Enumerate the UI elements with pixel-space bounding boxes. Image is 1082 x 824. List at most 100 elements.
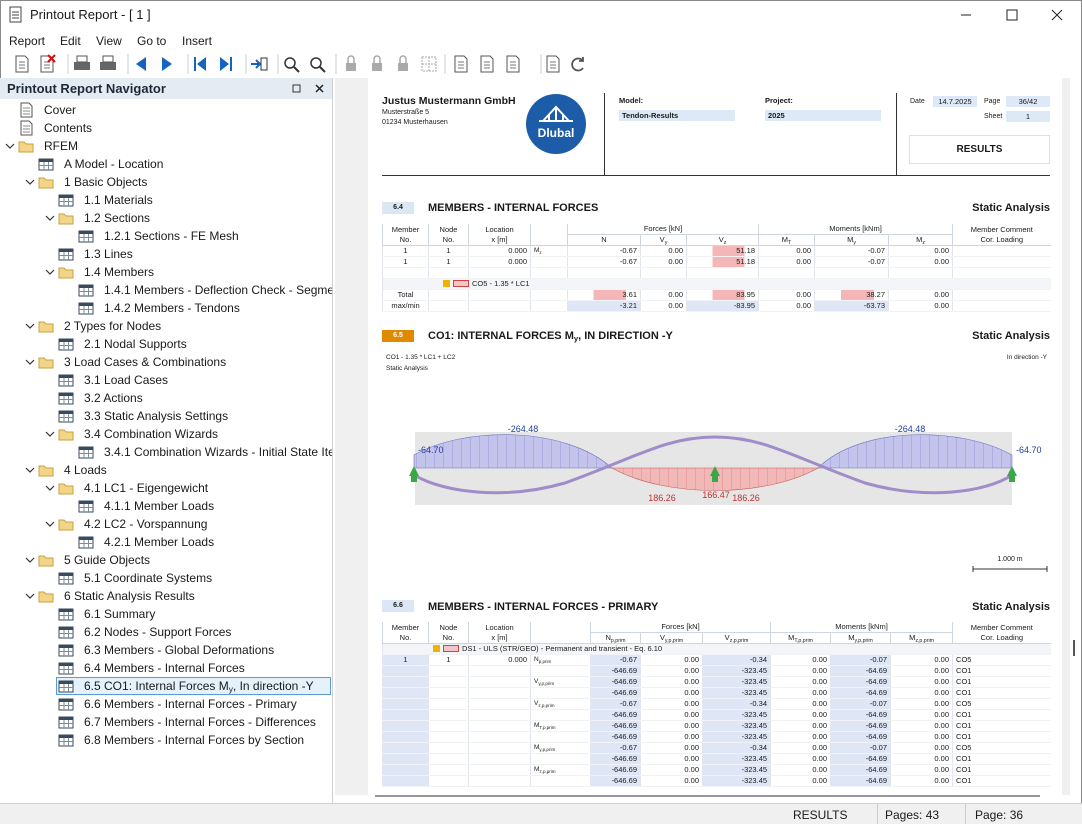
tree-expander[interactable] [45,519,55,529]
close-panel-button[interactable] [315,84,324,93]
table-cell: -0.07 [814,245,889,257]
tree-expander[interactable] [45,213,55,223]
toolbar-button[interactable] [74,55,90,70]
toolbar-button[interactable] [284,57,300,73]
toolbar-button[interactable] [162,57,172,71]
tree-item[interactable]: 6.7 Members - Internal Forces - Differen… [0,713,332,731]
tree-expander[interactable] [45,267,55,277]
menu-item[interactable]: Edit [60,34,81,48]
maximize-button[interactable] [1006,9,1018,21]
table-cell: -64.69 [830,709,891,721]
icon-shape [59,612,73,620]
tree-expander[interactable] [25,177,35,187]
tree-item[interactable]: 1.2.1 Sections - FE Mesh [0,227,332,245]
toolbar-button[interactable] [372,55,382,71]
menu-item[interactable]: Insert [182,34,213,48]
tree-item[interactable]: Cover [0,101,332,119]
toolbar-button[interactable] [15,55,29,73]
tree-item[interactable]: 1.2 Sections [0,209,332,227]
table-cell: -323.45 [701,775,771,787]
table-cell: -323.45 [701,687,771,699]
tree-item[interactable]: Contents [0,119,332,137]
tree-item[interactable]: 3.4 Combination Wizards [0,425,332,443]
navigator-title: Printout Report Navigator [7,81,166,96]
tree-item[interactable]: 5 Guide Objects [0,551,332,569]
data-row: My,p,prim -0.67 0.00 -0.34 0.00 -0.07 0.00 CO5 [382,742,1051,754]
toolbar-button[interactable] [251,57,268,71]
tree-item[interactable]: 6.6 Members - Internal Forces - Primary [0,695,332,713]
tree-expander[interactable] [25,357,35,367]
header-line: Member [391,224,420,234]
tree-item[interactable]: 2 Types for Nodes [0,317,332,335]
toolbar-button[interactable] [220,57,232,71]
toolbar-button[interactable] [454,55,468,73]
toolbar-button[interactable] [346,55,356,71]
tree-item[interactable]: 3 Load Cases & Combinations [0,353,332,371]
tree-item[interactable]: 3.2 Actions [0,389,332,407]
table-cell: -0.07 [830,742,891,754]
tree-expander[interactable] [5,141,15,151]
menu-item[interactable]: Go to [137,34,167,48]
horizontal-scrollbar[interactable] [335,793,1070,801]
tree-item[interactable]: 4.1.1 Member Loads [0,497,332,515]
tree-item[interactable]: 4.1 LC1 - Eigengewicht [0,479,332,497]
label-text: Cover [44,103,77,117]
table-cell: -83.95 [685,300,759,312]
tree-item[interactable]: 1 Basic Objects [0,173,332,191]
tree-item[interactable]: 1.3 Lines [0,245,332,263]
tree-item[interactable]: 6.5 CO1: Internal Forces My, In directio… [0,677,332,695]
header-row: Np,prim Vy,p,prim Vz,p,prim MT,p,prim My,p,p… [383,632,1051,644]
tree-item[interactable]: 6.3 Members - Global Deformations [0,641,332,659]
spacer-row [382,267,1051,279]
tree-item[interactable]: 4.2.1 Member Loads [0,533,332,551]
tree-item[interactable]: 1.4.1 Members - Deflection Check - Segme… [0,281,332,299]
toolbar-button[interactable] [480,55,494,73]
tree-item[interactable]: RFEM [0,137,332,155]
menu-item[interactable]: Report [9,34,46,48]
label-text: 1.3 Lines [84,247,133,261]
toolbar-button[interactable] [421,56,437,72]
tree-expander[interactable] [25,555,35,565]
toolbar-button[interactable] [136,57,146,71]
toolbar-button[interactable] [506,55,520,73]
tree-item[interactable]: 4.2 LC2 - Vorspannung [0,515,332,533]
tree-item[interactable]: A Model - Location [0,155,332,173]
tree-item[interactable]: 6.4 Members - Internal Forces [0,659,332,677]
tree-item[interactable]: 1.4.2 Members - Tendons [0,299,332,317]
toolbar-button[interactable] [310,57,326,73]
tree-expander[interactable] [45,429,55,439]
column-header: Location x [m] [468,622,531,644]
tree-item[interactable]: 2.1 Nodal Supports [0,335,332,353]
toolbar-button[interactable] [546,55,560,73]
vertical-scrollbar[interactable] [1070,78,1082,803]
close-button[interactable] [1051,9,1063,21]
tree-expander[interactable] [45,483,55,493]
tree-item[interactable]: 6.2 Nodes - Support Forces [0,623,332,641]
toolbar-button[interactable] [398,55,408,71]
tree-item[interactable]: 1.4 Members [0,263,332,281]
table-cell: 0.00 [640,709,703,721]
tree-item[interactable]: 6 Static Analysis Results [0,587,332,605]
tree-item[interactable]: 3.3 Static Analysis Settings [0,407,332,425]
tree-item[interactable]: 1.1 Materials [0,191,332,209]
toolbar-button[interactable] [40,54,56,73]
toolbar-button[interactable] [194,57,206,71]
table-cell: 0.00 [890,665,953,677]
tree-expander[interactable] [25,465,35,475]
tree-expander[interactable] [25,591,35,601]
tree-item[interactable]: 3.1 Load Cases [0,371,332,389]
pin-button[interactable] [292,84,301,93]
tree-item[interactable]: 6.8 Members - Internal Forces by Section [0,731,332,749]
toolbar-button[interactable] [100,55,116,70]
tree-item[interactable]: 3.4.1 Combination Wizards - Initial Stat… [0,443,332,461]
menu-item[interactable]: View [96,34,122,48]
tree-item[interactable]: 6.1 Summary [0,605,332,623]
tree-label: 1.2.1 Sections - FE Mesh [104,229,239,243]
subscript: z,p,prim [915,638,934,644]
table-cell: -323.45 [701,676,771,688]
toolbar-button[interactable] [571,57,584,72]
tree-item[interactable]: 4 Loads [0,461,332,479]
tree-label: Contents [44,121,92,135]
tree-item[interactable]: 5.1 Coordinate Systems [0,569,332,587]
tree-expander[interactable] [25,321,35,331]
